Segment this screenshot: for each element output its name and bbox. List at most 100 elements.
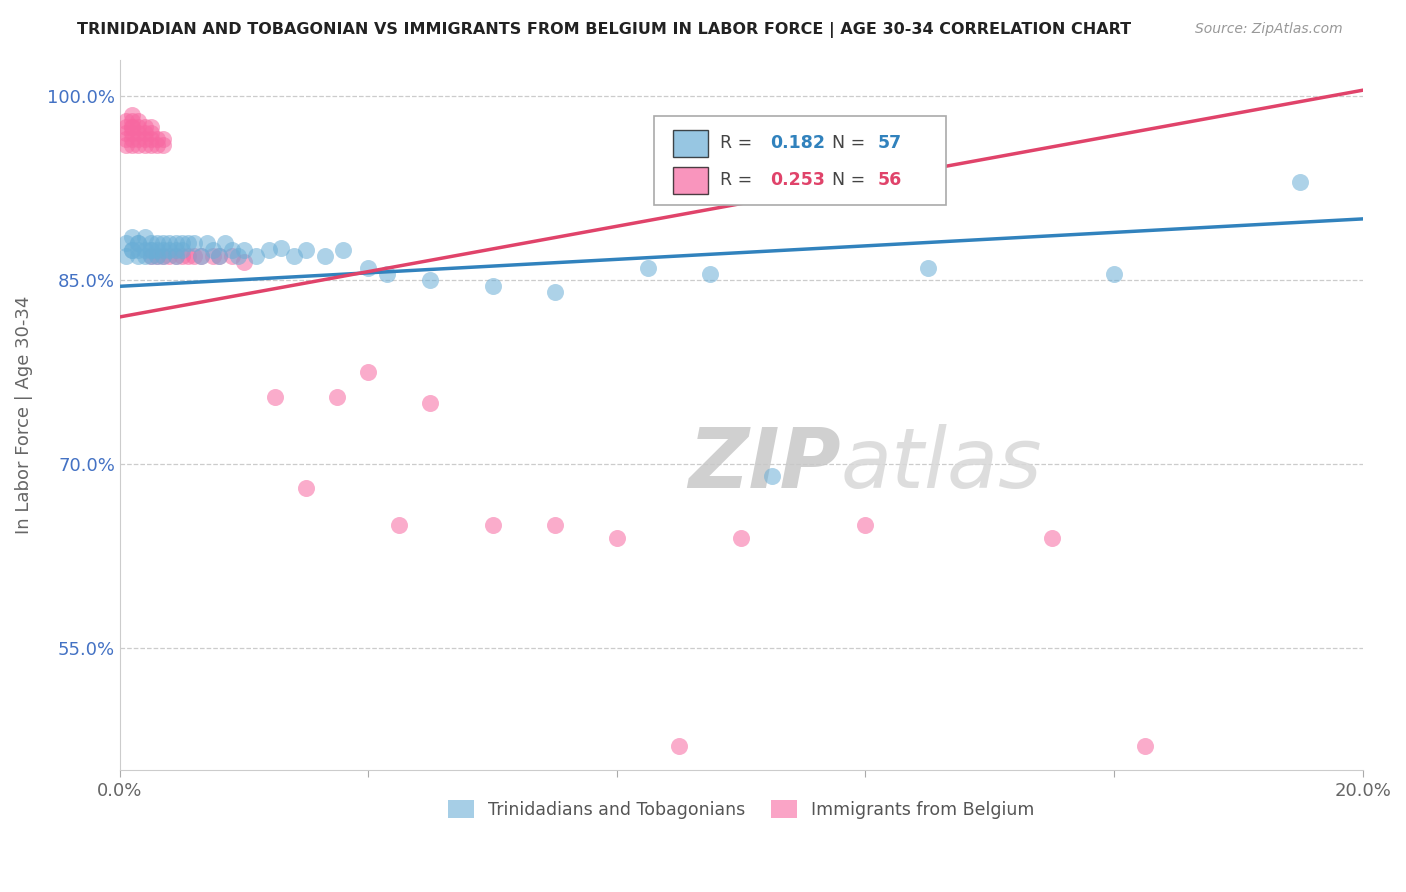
Point [295, 482, 318, 496]
Text: ZIP: ZIP [688, 425, 841, 505]
Point [208, 249, 231, 263]
Point [326, 390, 349, 404]
Text: 56: 56 [877, 170, 903, 189]
Point [544, 518, 567, 533]
Point [152, 249, 174, 263]
Point [121, 243, 143, 257]
Point [127, 138, 149, 153]
Text: atlas: atlas [841, 425, 1042, 505]
Point [195, 236, 218, 251]
Point [134, 138, 156, 153]
Point [152, 132, 174, 146]
Point [165, 243, 187, 257]
Point [226, 249, 249, 263]
Point [1289, 175, 1312, 189]
Point [127, 120, 149, 134]
Point [127, 126, 149, 140]
Point [637, 260, 659, 275]
Point [127, 114, 149, 128]
Point [165, 249, 187, 263]
Point [183, 249, 205, 263]
Point [419, 273, 441, 287]
Point [115, 126, 138, 140]
Point [668, 739, 690, 753]
Text: N =: N = [832, 170, 870, 189]
Point [165, 249, 187, 263]
Point [201, 243, 224, 257]
Point [283, 249, 305, 263]
FancyBboxPatch shape [673, 130, 707, 157]
Point [170, 236, 193, 251]
Point [295, 243, 318, 257]
Point [375, 267, 398, 281]
Point [388, 518, 411, 533]
Point [257, 243, 280, 257]
Y-axis label: In Labor Force | Age 30-34: In Labor Force | Age 30-34 [15, 296, 32, 534]
Point [183, 236, 205, 251]
Point [314, 249, 336, 263]
Point [917, 260, 939, 275]
Point [139, 243, 162, 257]
Point [139, 249, 162, 263]
Point [481, 518, 503, 533]
Point [332, 243, 354, 257]
Text: N =: N = [832, 134, 870, 152]
Point [146, 243, 169, 257]
Point [481, 279, 503, 293]
Point [139, 126, 162, 140]
Point [152, 249, 174, 263]
Point [177, 236, 200, 251]
Point [357, 260, 380, 275]
Point [121, 120, 143, 134]
Point [1040, 531, 1063, 545]
Point [1133, 739, 1156, 753]
Point [115, 132, 138, 146]
Point [190, 249, 212, 263]
Point [121, 230, 143, 244]
Point [170, 249, 193, 263]
Point [177, 249, 200, 263]
Text: Source: ZipAtlas.com: Source: ZipAtlas.com [1195, 22, 1343, 37]
Point [159, 249, 181, 263]
Point [233, 254, 256, 268]
Point [134, 243, 156, 257]
Point [270, 241, 292, 255]
Point [127, 249, 149, 263]
Point [127, 236, 149, 251]
Point [357, 365, 380, 379]
Point [699, 267, 721, 281]
Point [115, 249, 138, 263]
Point [214, 236, 236, 251]
Point [606, 531, 628, 545]
Point [121, 120, 143, 134]
Point [152, 243, 174, 257]
Point [264, 390, 287, 404]
Point [134, 126, 156, 140]
Point [221, 243, 243, 257]
Point [139, 138, 162, 153]
Text: R =: R = [720, 170, 758, 189]
Point [170, 243, 193, 257]
Point [134, 120, 156, 134]
Point [152, 138, 174, 153]
Point [152, 236, 174, 251]
Point [139, 236, 162, 251]
Point [115, 120, 138, 134]
Point [121, 126, 143, 140]
Point [159, 243, 181, 257]
Text: 0.182: 0.182 [769, 134, 825, 152]
Point [115, 138, 138, 153]
Point [127, 236, 149, 251]
Text: 0.253: 0.253 [769, 170, 824, 189]
Legend: Trinidadians and Tobagonians, Immigrants from Belgium: Trinidadians and Tobagonians, Immigrants… [441, 793, 1042, 826]
Point [419, 395, 441, 409]
Point [139, 249, 162, 263]
Point [761, 469, 783, 483]
Point [121, 243, 143, 257]
Point [115, 114, 138, 128]
Point [134, 249, 156, 263]
Text: TRINIDADIAN AND TOBAGONIAN VS IMMIGRANTS FROM BELGIUM IN LABOR FORCE | AGE 30-34: TRINIDADIAN AND TOBAGONIAN VS IMMIGRANTS… [77, 22, 1132, 38]
Point [146, 236, 169, 251]
Point [127, 243, 149, 257]
Point [134, 230, 156, 244]
